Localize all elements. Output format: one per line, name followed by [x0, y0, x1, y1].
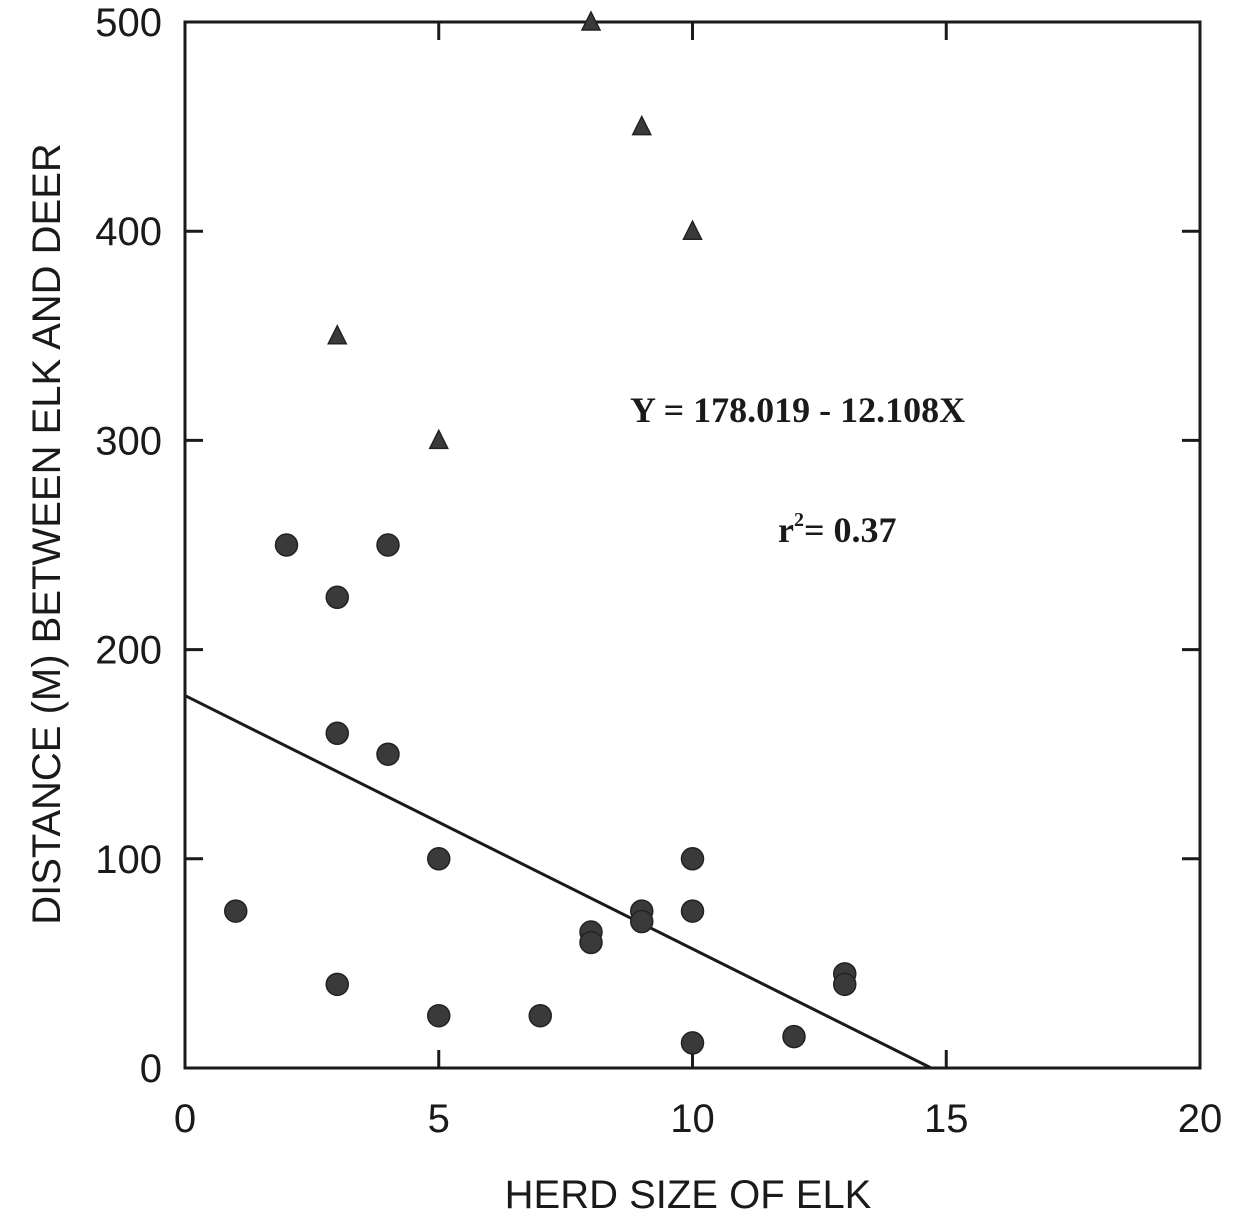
y-tick-label-200: 200 — [95, 629, 162, 673]
triangle-point-0 — [327, 324, 348, 345]
r-squared-symbol: r — [778, 510, 794, 550]
circle-point-0 — [224, 899, 248, 923]
circle-point-5 — [376, 533, 400, 557]
circle-point-9 — [528, 1003, 552, 1028]
triangle-point-2 — [580, 10, 602, 31]
y-tick-label-100: 100 — [95, 838, 162, 882]
circle-point-3 — [325, 721, 349, 746]
triangle-point-3 — [631, 114, 652, 136]
circle-point-2 — [325, 585, 349, 610]
data-points — [224, 10, 857, 1055]
circle-point-16 — [680, 1031, 705, 1055]
y-tick-label-500: 500 — [95, 1, 162, 45]
y-tick-label-400: 400 — [95, 210, 162, 254]
x-tick-label-10: 10 — [670, 1097, 715, 1141]
axis-ticks — [185, 22, 1200, 1068]
regression-line-group — [184, 694, 932, 1070]
r-squared-annotation: r2= 0.37 — [778, 509, 897, 550]
x-tick-label-20: 20 — [1178, 1097, 1223, 1141]
triangle-point-4 — [682, 219, 703, 240]
r-squared-value: = 0.37 — [804, 510, 897, 550]
regression-equation: Y = 178.019 - 12.108X — [630, 390, 965, 430]
regression-line — [184, 694, 932, 1070]
triangle-point-1 — [428, 428, 449, 450]
circle-point-19 — [833, 972, 857, 997]
circle-point-11 — [579, 930, 603, 955]
circle-point-7 — [427, 847, 451, 871]
circle-point-1 — [274, 533, 299, 557]
y-tick-label-0: 0 — [140, 1047, 162, 1091]
circle-point-4 — [325, 972, 349, 997]
circle-point-13 — [630, 909, 654, 934]
circle-point-14 — [680, 847, 705, 871]
y-tick-label-300: 300 — [95, 419, 162, 463]
circle-point-6 — [376, 742, 400, 766]
x-tick-label-15: 15 — [924, 1097, 969, 1141]
x-axis-title: HERD SIZE OF ELK — [505, 1173, 872, 1217]
circle-point-17 — [782, 1024, 806, 1049]
y-axis-title: DISTANCE (M) BETWEEN ELK AND DEER — [25, 143, 69, 925]
r-squared-exponent: 2 — [794, 509, 804, 531]
circle-point-15 — [680, 899, 705, 923]
circle-point-8 — [427, 1003, 451, 1028]
x-tick-label-0: 0 — [174, 1097, 196, 1141]
x-tick-label-5: 5 — [428, 1097, 450, 1141]
